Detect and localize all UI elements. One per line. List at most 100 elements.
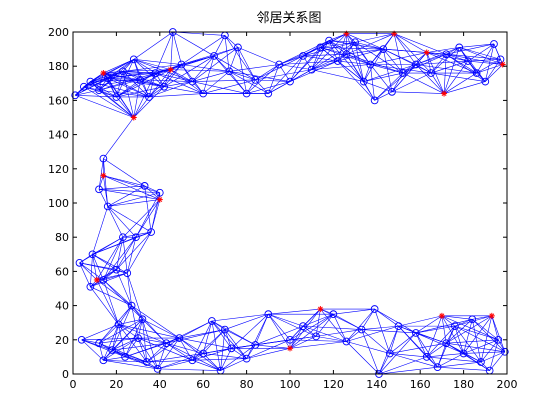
edge (192, 353, 204, 361)
edge (83, 86, 134, 118)
node-point (123, 269, 132, 277)
edge (98, 175, 104, 190)
edge (92, 206, 109, 255)
edge (81, 339, 126, 358)
edge (446, 53, 486, 82)
edge (346, 325, 399, 342)
edge (391, 72, 432, 93)
edge (302, 40, 330, 57)
edge (289, 336, 317, 349)
edge (255, 69, 312, 81)
edge (140, 69, 171, 81)
node-point (234, 43, 242, 52)
edge (103, 158, 109, 207)
node-point (99, 276, 108, 284)
edge (92, 254, 117, 270)
node-point (442, 339, 451, 348)
node-point (132, 233, 140, 242)
edge (103, 237, 137, 281)
edge (354, 42, 404, 74)
node-point (490, 40, 498, 48)
edge (389, 353, 438, 368)
edge (111, 337, 139, 351)
edge (480, 315, 493, 363)
edge (75, 89, 100, 96)
edge (179, 337, 204, 354)
x-tick-label: 160 (410, 378, 431, 391)
y-tick-label: 180 (48, 60, 69, 73)
edge (116, 231, 152, 270)
edge (415, 64, 432, 74)
edge (311, 42, 356, 70)
node-point (370, 96, 379, 105)
edge (315, 336, 347, 342)
node-point (95, 185, 103, 194)
edge (229, 64, 280, 72)
node-point (153, 365, 162, 373)
edge (116, 79, 141, 98)
edge (107, 192, 160, 207)
node-point (459, 349, 468, 358)
node-point (95, 339, 103, 348)
edge (170, 69, 204, 94)
edge (148, 93, 204, 98)
edge (220, 329, 226, 371)
edge (498, 339, 506, 352)
edge (363, 72, 403, 82)
edge (289, 313, 334, 349)
edge (346, 33, 371, 65)
edge (454, 325, 482, 363)
node-point (134, 334, 142, 342)
edge (485, 59, 501, 82)
neighbor-edges (74, 31, 506, 375)
edge (133, 59, 182, 65)
edge (426, 52, 445, 94)
edge (485, 43, 495, 82)
edge (437, 366, 490, 371)
edge (446, 47, 460, 55)
edge (157, 353, 204, 370)
y-tick-label: 0 (62, 368, 69, 381)
node-point (451, 322, 459, 330)
anchor-point (156, 196, 163, 203)
edge (320, 40, 330, 48)
edge (131, 305, 167, 344)
edge (83, 86, 117, 98)
edge (107, 199, 160, 207)
edge (480, 339, 499, 363)
node-point (370, 305, 379, 313)
node-point (442, 50, 451, 59)
edge (279, 60, 338, 65)
node-point (394, 322, 403, 330)
y-tick-label: 120 (48, 163, 69, 176)
anchor-point (93, 276, 100, 283)
x-tick-label: 100 (280, 378, 301, 391)
edge (155, 69, 171, 74)
node-point (275, 60, 284, 69)
edge (103, 158, 145, 187)
node-point (79, 82, 88, 91)
edge (485, 64, 503, 82)
edge (268, 64, 280, 94)
edge (157, 337, 180, 370)
edge (118, 318, 143, 325)
node-markers (71, 28, 509, 378)
edge (103, 324, 119, 361)
edge (172, 31, 215, 57)
edge (229, 71, 256, 81)
edge (179, 337, 193, 361)
edge (426, 353, 464, 358)
edge (224, 35, 239, 48)
node-point (385, 349, 394, 358)
edge (133, 59, 171, 70)
node-point (329, 310, 338, 319)
edge (378, 366, 438, 375)
edge (118, 324, 139, 339)
node-point (136, 76, 145, 84)
edge (320, 47, 371, 65)
edge (90, 254, 93, 287)
edge (79, 262, 104, 281)
edge (437, 361, 481, 368)
node-point (77, 335, 86, 344)
